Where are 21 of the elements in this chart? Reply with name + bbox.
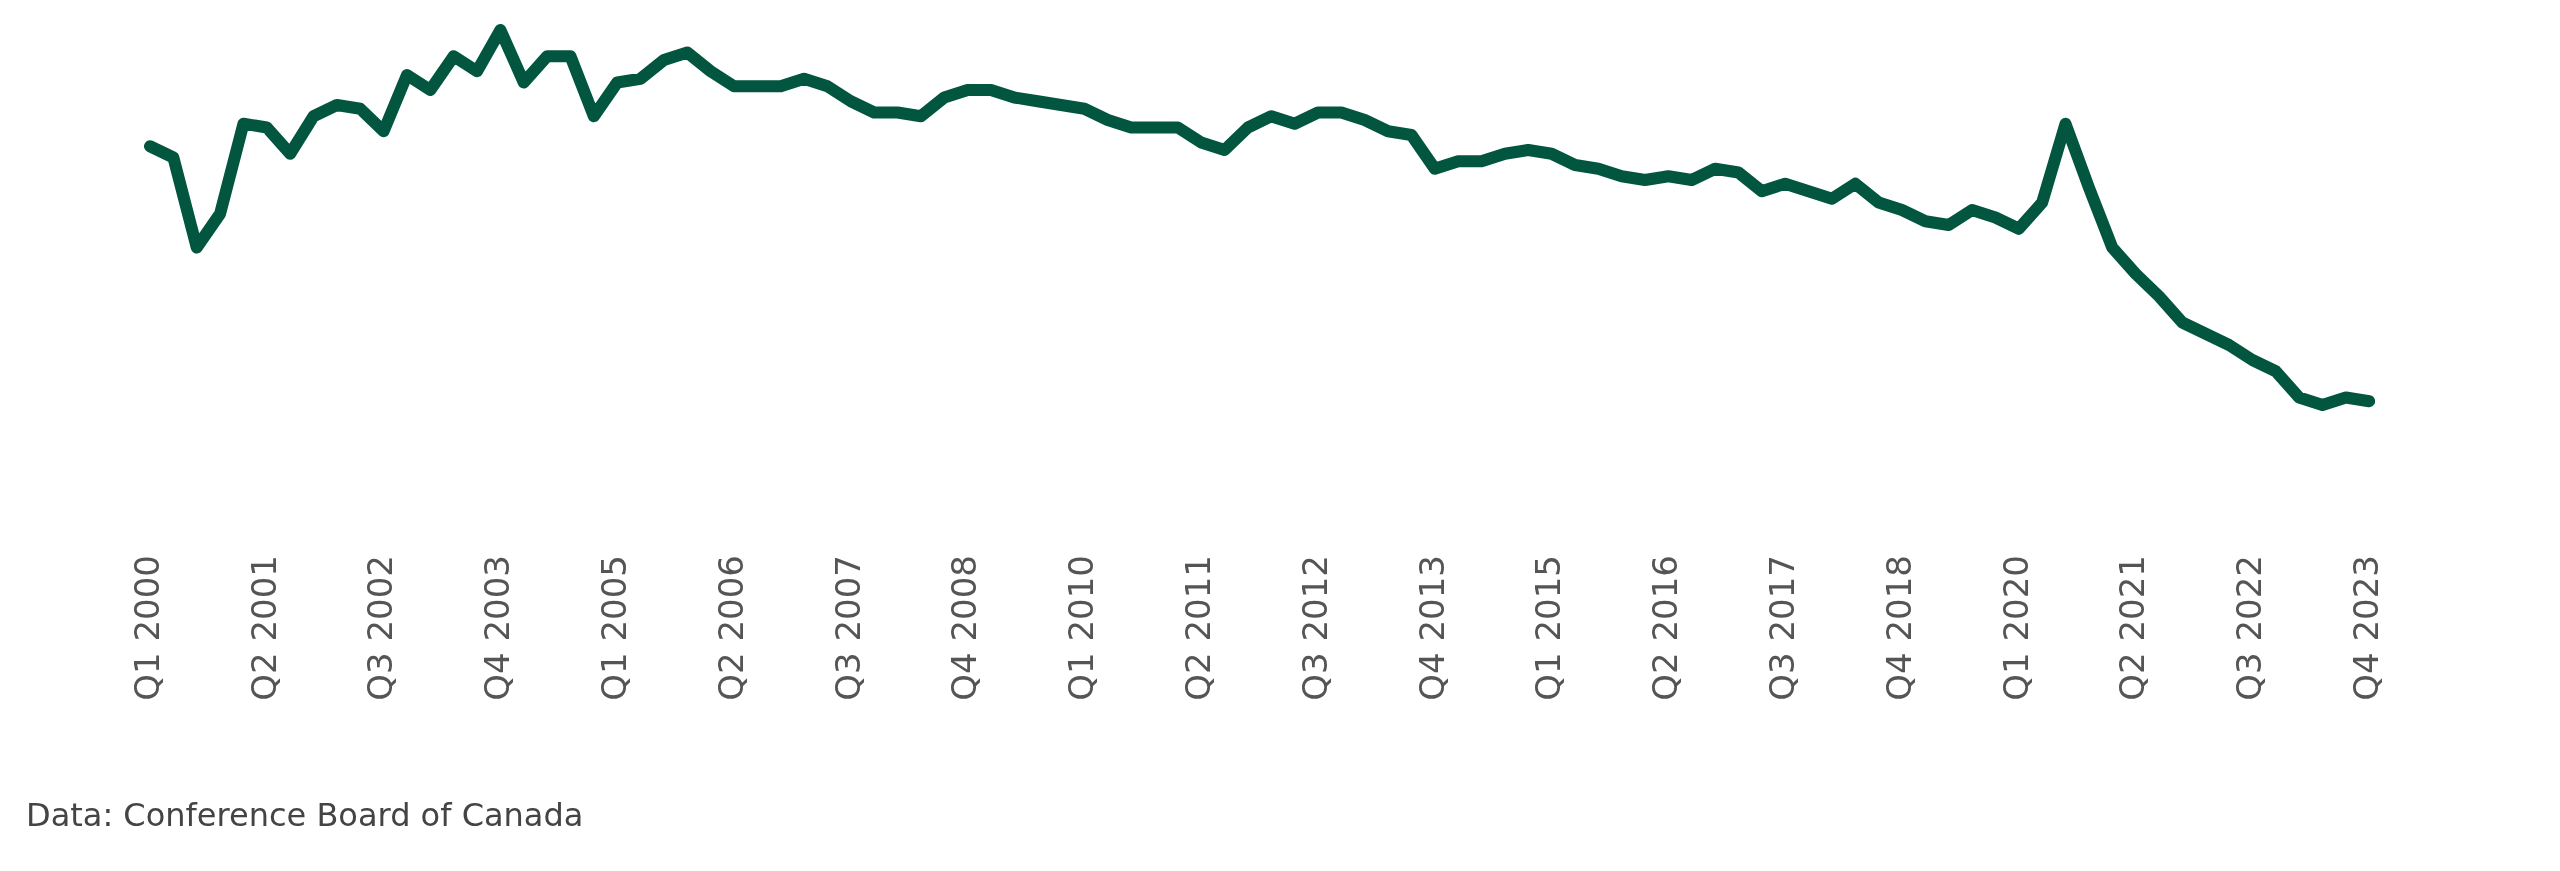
x-tick-label: Q3 2007 bbox=[827, 555, 868, 701]
x-tick-label: Q4 2008 bbox=[944, 555, 985, 701]
x-tick-label: Q4 2023 bbox=[2346, 555, 2387, 701]
text: Data: Conference Board of Canada bbox=[26, 796, 584, 834]
x-tick-label: Q4 2013 bbox=[1411, 555, 1452, 701]
x-tick-label: Q3 2022 bbox=[2229, 555, 2270, 701]
x-tick-label: Q2 2006 bbox=[710, 555, 751, 701]
x-tick-label: Q1 2000 bbox=[126, 555, 167, 701]
x-tick-label: Q2 2021 bbox=[2112, 555, 2153, 701]
x-tick-label: Q2 2001 bbox=[243, 555, 284, 701]
x-tick-label: Q1 2020 bbox=[1995, 555, 2036, 701]
x-tick-label: Q1 2010 bbox=[1061, 555, 1102, 701]
x-tick-label: Q4 2003 bbox=[477, 555, 518, 701]
x-tick-label: Q1 2015 bbox=[1528, 555, 1569, 701]
x-tick-label: Q2 2011 bbox=[1178, 555, 1219, 701]
x-tick-label: Q3 2017 bbox=[1762, 555, 1803, 701]
x-tick-label: Q4 2018 bbox=[1878, 555, 1919, 701]
x-tick-label: Q1 2005 bbox=[594, 555, 635, 701]
x-tick-label: Q2 2016 bbox=[1645, 555, 1686, 701]
x-tick-label: Q3 2012 bbox=[1294, 555, 1335, 701]
x-tick-label: Q3 2002 bbox=[360, 555, 401, 701]
